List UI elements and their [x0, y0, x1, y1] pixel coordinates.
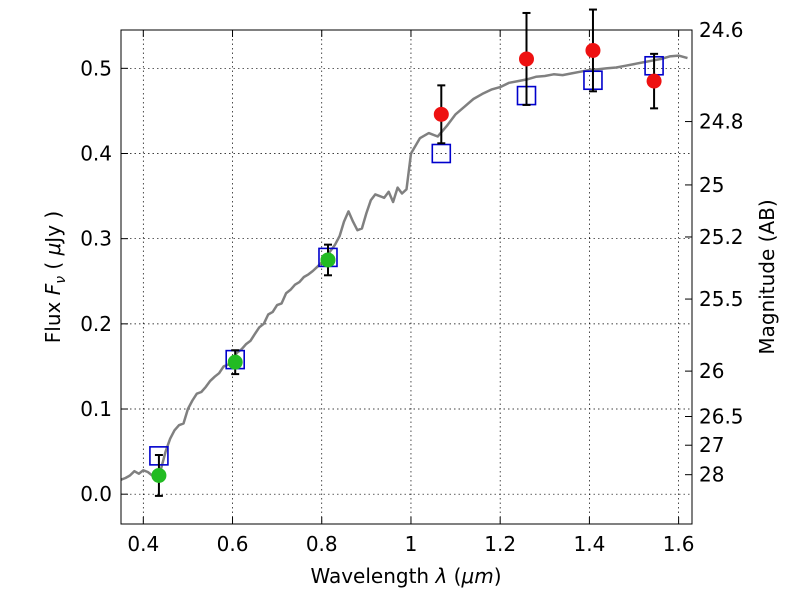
y2-tick-label: 25 — [699, 173, 724, 197]
model-spectrum-line — [120, 54, 688, 481]
plot-area — [120, 8, 688, 497]
axes-frame — [120, 29, 693, 525]
model-photometry-square — [431, 143, 452, 164]
observation-point — [646, 73, 662, 89]
y2-tick-label: 24.6 — [699, 18, 744, 42]
y2-tick-label: 25.2 — [699, 225, 744, 249]
y-tick-label: 0.4 — [80, 142, 112, 166]
observation-point — [585, 42, 601, 58]
x-axis-label: Wavelength λ (μm) — [310, 564, 501, 588]
y-tick-label: 0.0 — [80, 482, 112, 506]
x-tick-label: 0.8 — [306, 532, 338, 556]
x-tick-label: 1 — [405, 532, 418, 556]
y-tick-label: 0.1 — [80, 397, 112, 421]
observation-point — [320, 252, 336, 268]
x-tick-label: 0.4 — [127, 532, 159, 556]
y2-tick-label: 28 — [699, 463, 724, 487]
x-tick-label: 1.6 — [663, 532, 695, 556]
secondary-y-axis-label: Magnitude (AB) — [755, 199, 779, 354]
y2-tick-label: 26 — [699, 359, 724, 383]
y2-tick-label: 27 — [699, 433, 724, 457]
observation-point — [151, 467, 167, 483]
y2-tick-label: 25.5 — [699, 287, 744, 311]
x-tick-label: 0.6 — [217, 532, 249, 556]
y-tick-label: 0.5 — [80, 56, 112, 80]
x-tick-label: 1.4 — [573, 532, 605, 556]
observation-point — [518, 51, 534, 67]
y2-tick-label: 26.5 — [699, 405, 744, 429]
y-axis-label: Flux Fν ( μJy ) — [41, 211, 69, 343]
grid — [121, 30, 692, 524]
y-tick-label: 0.2 — [80, 312, 112, 336]
observation-point — [227, 354, 243, 370]
y-tick-label: 0.3 — [80, 227, 112, 251]
ticks: 0.4 0.6 0.8 1 1.2 1.4 1.6 0.0 0.1 0.2 0.3 0.4 0.5 24.… — [80, 18, 743, 556]
x-tick-label: 1.2 — [484, 532, 516, 556]
observation-point — [433, 106, 449, 122]
y2-tick-label: 24.8 — [699, 110, 744, 134]
